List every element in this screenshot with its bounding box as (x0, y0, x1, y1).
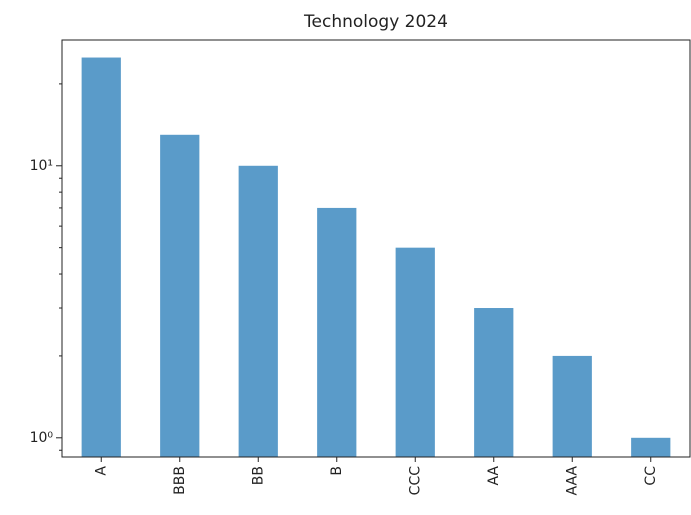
x-tick-label: A (93, 466, 109, 476)
x-tick-label: AAA (564, 466, 580, 496)
x-tick-label: BBB (172, 466, 188, 495)
x-tick-label: AA (486, 466, 502, 486)
bar (317, 207, 357, 457)
bar (474, 308, 514, 457)
plot-frame (61, 39, 691, 458)
bar (238, 165, 278, 458)
y-tick-label: 10⁰ (30, 430, 54, 446)
x-tick-label: CCC (407, 466, 423, 496)
bar (160, 134, 200, 457)
x-tick-label: CC (643, 466, 659, 486)
chart-title: Technology 2024 (303, 12, 448, 32)
x-tick-label: BB (250, 466, 266, 485)
bar (395, 247, 435, 457)
x-tick-label: B (329, 466, 345, 476)
y-tick-label: 10¹ (30, 158, 53, 174)
bar (552, 355, 592, 457)
bar (81, 57, 121, 458)
bar (631, 437, 671, 457)
